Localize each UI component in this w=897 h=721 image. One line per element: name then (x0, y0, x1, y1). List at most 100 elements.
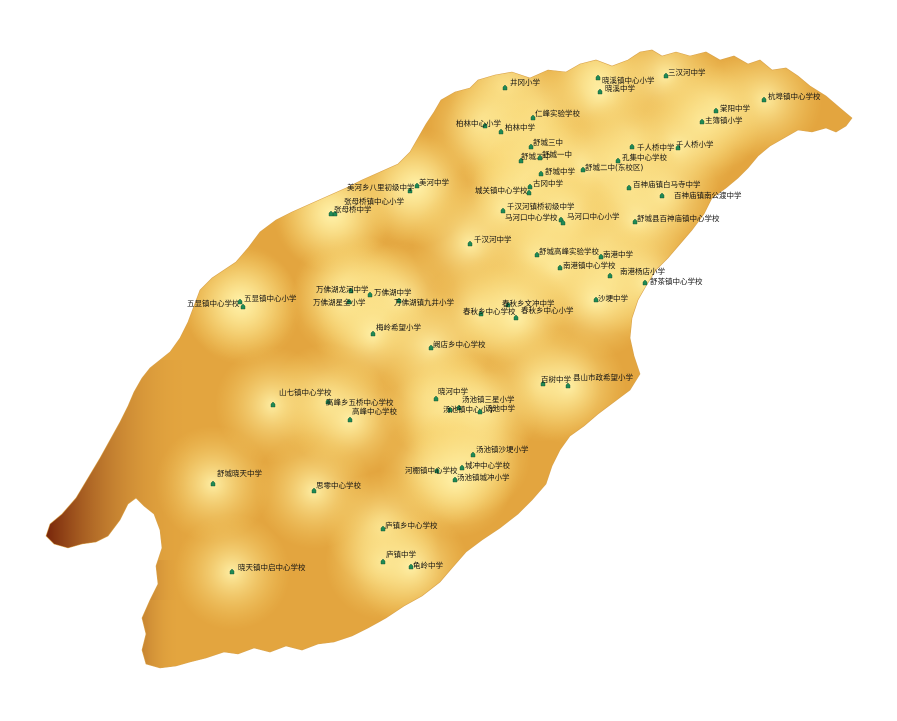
school-point[interactable]: 梅岭希望小学 (370, 322, 421, 337)
school-label: 汤池中学 (485, 403, 515, 413)
school-label: 马河口中心小学 (567, 211, 620, 221)
school-label: 百神庙镇白马寺中学 (633, 179, 701, 189)
school-point[interactable]: 思零中心学校 (311, 480, 361, 494)
school-label: 梅岭希望小学 (376, 322, 421, 332)
school-icon (270, 401, 276, 408)
school-point[interactable]: 杭埠镇中心学校 (761, 91, 821, 103)
school-icon (477, 408, 483, 415)
school-point[interactable]: 万佛湖镇九井小学 (394, 297, 454, 307)
school-label: 万佛湖龙河中学 (316, 284, 369, 294)
school-point[interactable]: 舒城三中 (528, 137, 563, 150)
school-point[interactable]: 舒城一中 (537, 149, 572, 161)
school-label: 万佛湖中学 (374, 287, 412, 297)
school-point[interactable]: 美河中学 (414, 177, 449, 189)
school-layer: 井冈小学 晓溪镇中心小学晓溪中学 三汉河中学杭埠镇中心学校仁峰实验学校柏林中心小学柏… (187, 67, 821, 575)
school-point[interactable]: 百神庙镇南公渡中学 (659, 190, 742, 200)
school-point[interactable]: 龟岭中学 (408, 560, 443, 570)
school-icon (456, 404, 462, 411)
school-icon (502, 84, 508, 91)
school-point[interactable]: 山七镇中心学校 (270, 387, 332, 408)
school-point[interactable]: 汤池镇沙埂小学 (470, 444, 529, 458)
school-icon (380, 525, 386, 532)
school-point[interactable]: 舒城中学 (538, 166, 575, 177)
school-point[interactable]: 庐镇中学 (380, 549, 416, 565)
school-point[interactable]: 百树中学 (540, 374, 571, 387)
school-icon (428, 344, 434, 351)
school-icon (482, 122, 488, 129)
school-point[interactable]: 县山市政希望小学 (565, 372, 633, 389)
school-point[interactable]: 舒城二中(东校区) (580, 162, 643, 173)
school-point[interactable]: 柏林中心小学 (456, 118, 501, 129)
school-icon (467, 240, 473, 247)
school-label: 南港中学 (603, 249, 633, 259)
school-point[interactable]: 汤池镇三星小学 (456, 394, 515, 411)
school-point[interactable]: 舒城高峰实验学校 (534, 246, 599, 258)
school-point[interactable]: 百神庙镇白马寺中学 (626, 179, 701, 191)
school-point[interactable]: 张母桥中学 (328, 204, 372, 217)
school-point[interactable]: 马河口中心学校 (505, 212, 564, 223)
school-point[interactable]: 晓河中学 (433, 386, 468, 402)
school-point[interactable]: 沙埂中学 (593, 293, 628, 303)
school-point[interactable]: 城冲中心学校 (459, 460, 510, 471)
school-point[interactable]: 庐镇乡中心学校 (380, 520, 438, 532)
school-label: 马河口中心学校 (505, 212, 558, 222)
school-point[interactable]: 舒城二中 (518, 151, 551, 164)
school-point[interactable]: 晓溪中学 (597, 83, 635, 95)
school-point[interactable]: 舒城晓天中学 (210, 468, 262, 487)
school-point[interactable]: 阙店乡中心学校 (428, 339, 486, 351)
school-point[interactable]: 主簿镇小学 (699, 115, 743, 125)
school-point[interactable]: 五显镇中心学校 (187, 298, 246, 310)
school-point[interactable]: 万佛湖星全小学 (313, 297, 366, 307)
school-point[interactable]: 千汉河镇桥初级中学 (500, 201, 575, 214)
school-icon (607, 272, 613, 279)
school-point[interactable]: 南港镇中心学校 (557, 260, 616, 271)
school-label: 城关镇中心学校 (475, 185, 528, 195)
county-boundary (45, 49, 853, 669)
school-point[interactable]: 高峰乡五桥中心学校 (325, 397, 394, 407)
school-icon (408, 563, 414, 570)
school-point[interactable]: 晓天镇中启中心学校 (229, 562, 306, 575)
school-point[interactable]: 千汉河中学 (467, 234, 512, 247)
school-point[interactable]: 南港中学 (598, 249, 633, 260)
school-icon (459, 464, 465, 471)
school-point[interactable]: 万佛湖中学 (367, 287, 412, 298)
school-label: 美河乡八里初级中学 (347, 182, 415, 192)
school-point[interactable]: 古冈中学 (527, 178, 563, 190)
school-point[interactable]: 高峰中心学校 (347, 406, 397, 423)
school-label: 庐镇乡中心学校 (385, 520, 438, 530)
school-point[interactable]: 美河乡八里初级中学 (347, 182, 415, 194)
school-label: 棠阳中学 (720, 103, 750, 113)
school-point[interactable]: 春秋乡中心学校 (463, 306, 516, 317)
school-point[interactable]: 城关镇中心学校 (475, 185, 532, 196)
school-icon (380, 558, 386, 565)
school-point[interactable]: 春秋乡文冲中学 (502, 298, 555, 308)
school-point[interactable]: 千人桥小学 (675, 139, 714, 151)
school-point[interactable]: 千人桥中学 (629, 142, 675, 152)
school-icon (663, 72, 669, 79)
school-point[interactable]: 河棚镇中心学校 (405, 465, 458, 475)
school-point[interactable]: 孔集中心学校 (615, 152, 667, 164)
school-label: 春秋乡文冲中学 (502, 298, 555, 308)
school-icon (434, 467, 440, 474)
school-icon (593, 296, 599, 303)
school-point[interactable]: 仁峰实验学校 (530, 108, 580, 121)
school-point[interactable]: 汤池镇中心小学 (443, 404, 496, 414)
school-point[interactable]: 舒茶镇中心学校 (642, 276, 703, 286)
school-point[interactable]: 五显镇中心小学 (237, 293, 297, 305)
school-point[interactable]: 三汉河中学 (663, 67, 706, 79)
school-point[interactable]: 万佛湖龙河中学 (316, 284, 369, 294)
school-point[interactable]: 春秋乡中心小学 (513, 305, 574, 321)
school-label: 汤池镇三星小学 (462, 394, 515, 404)
school-label: 五显镇中心学校 (187, 298, 240, 308)
school-point[interactable]: 马河口中心小学 (560, 211, 620, 226)
school-point[interactable]: 柏林中学 (498, 122, 535, 135)
school-label: 柏林中心小学 (456, 118, 501, 128)
school-point[interactable]: 汤池中学 (477, 403, 515, 415)
school-point[interactable]: 汤池镇城冲小学 (452, 472, 510, 483)
school-point[interactable]: 晓溪镇中心小学 (595, 74, 655, 85)
school-point[interactable]: 南港杨店小学 (607, 266, 665, 279)
school-point[interactable]: 舒城县百神庙镇中心学校 (632, 213, 720, 225)
school-point[interactable]: 井冈小学 (502, 77, 540, 91)
school-icon (237, 298, 243, 305)
school-point[interactable]: 棠阳中学 (713, 103, 750, 114)
